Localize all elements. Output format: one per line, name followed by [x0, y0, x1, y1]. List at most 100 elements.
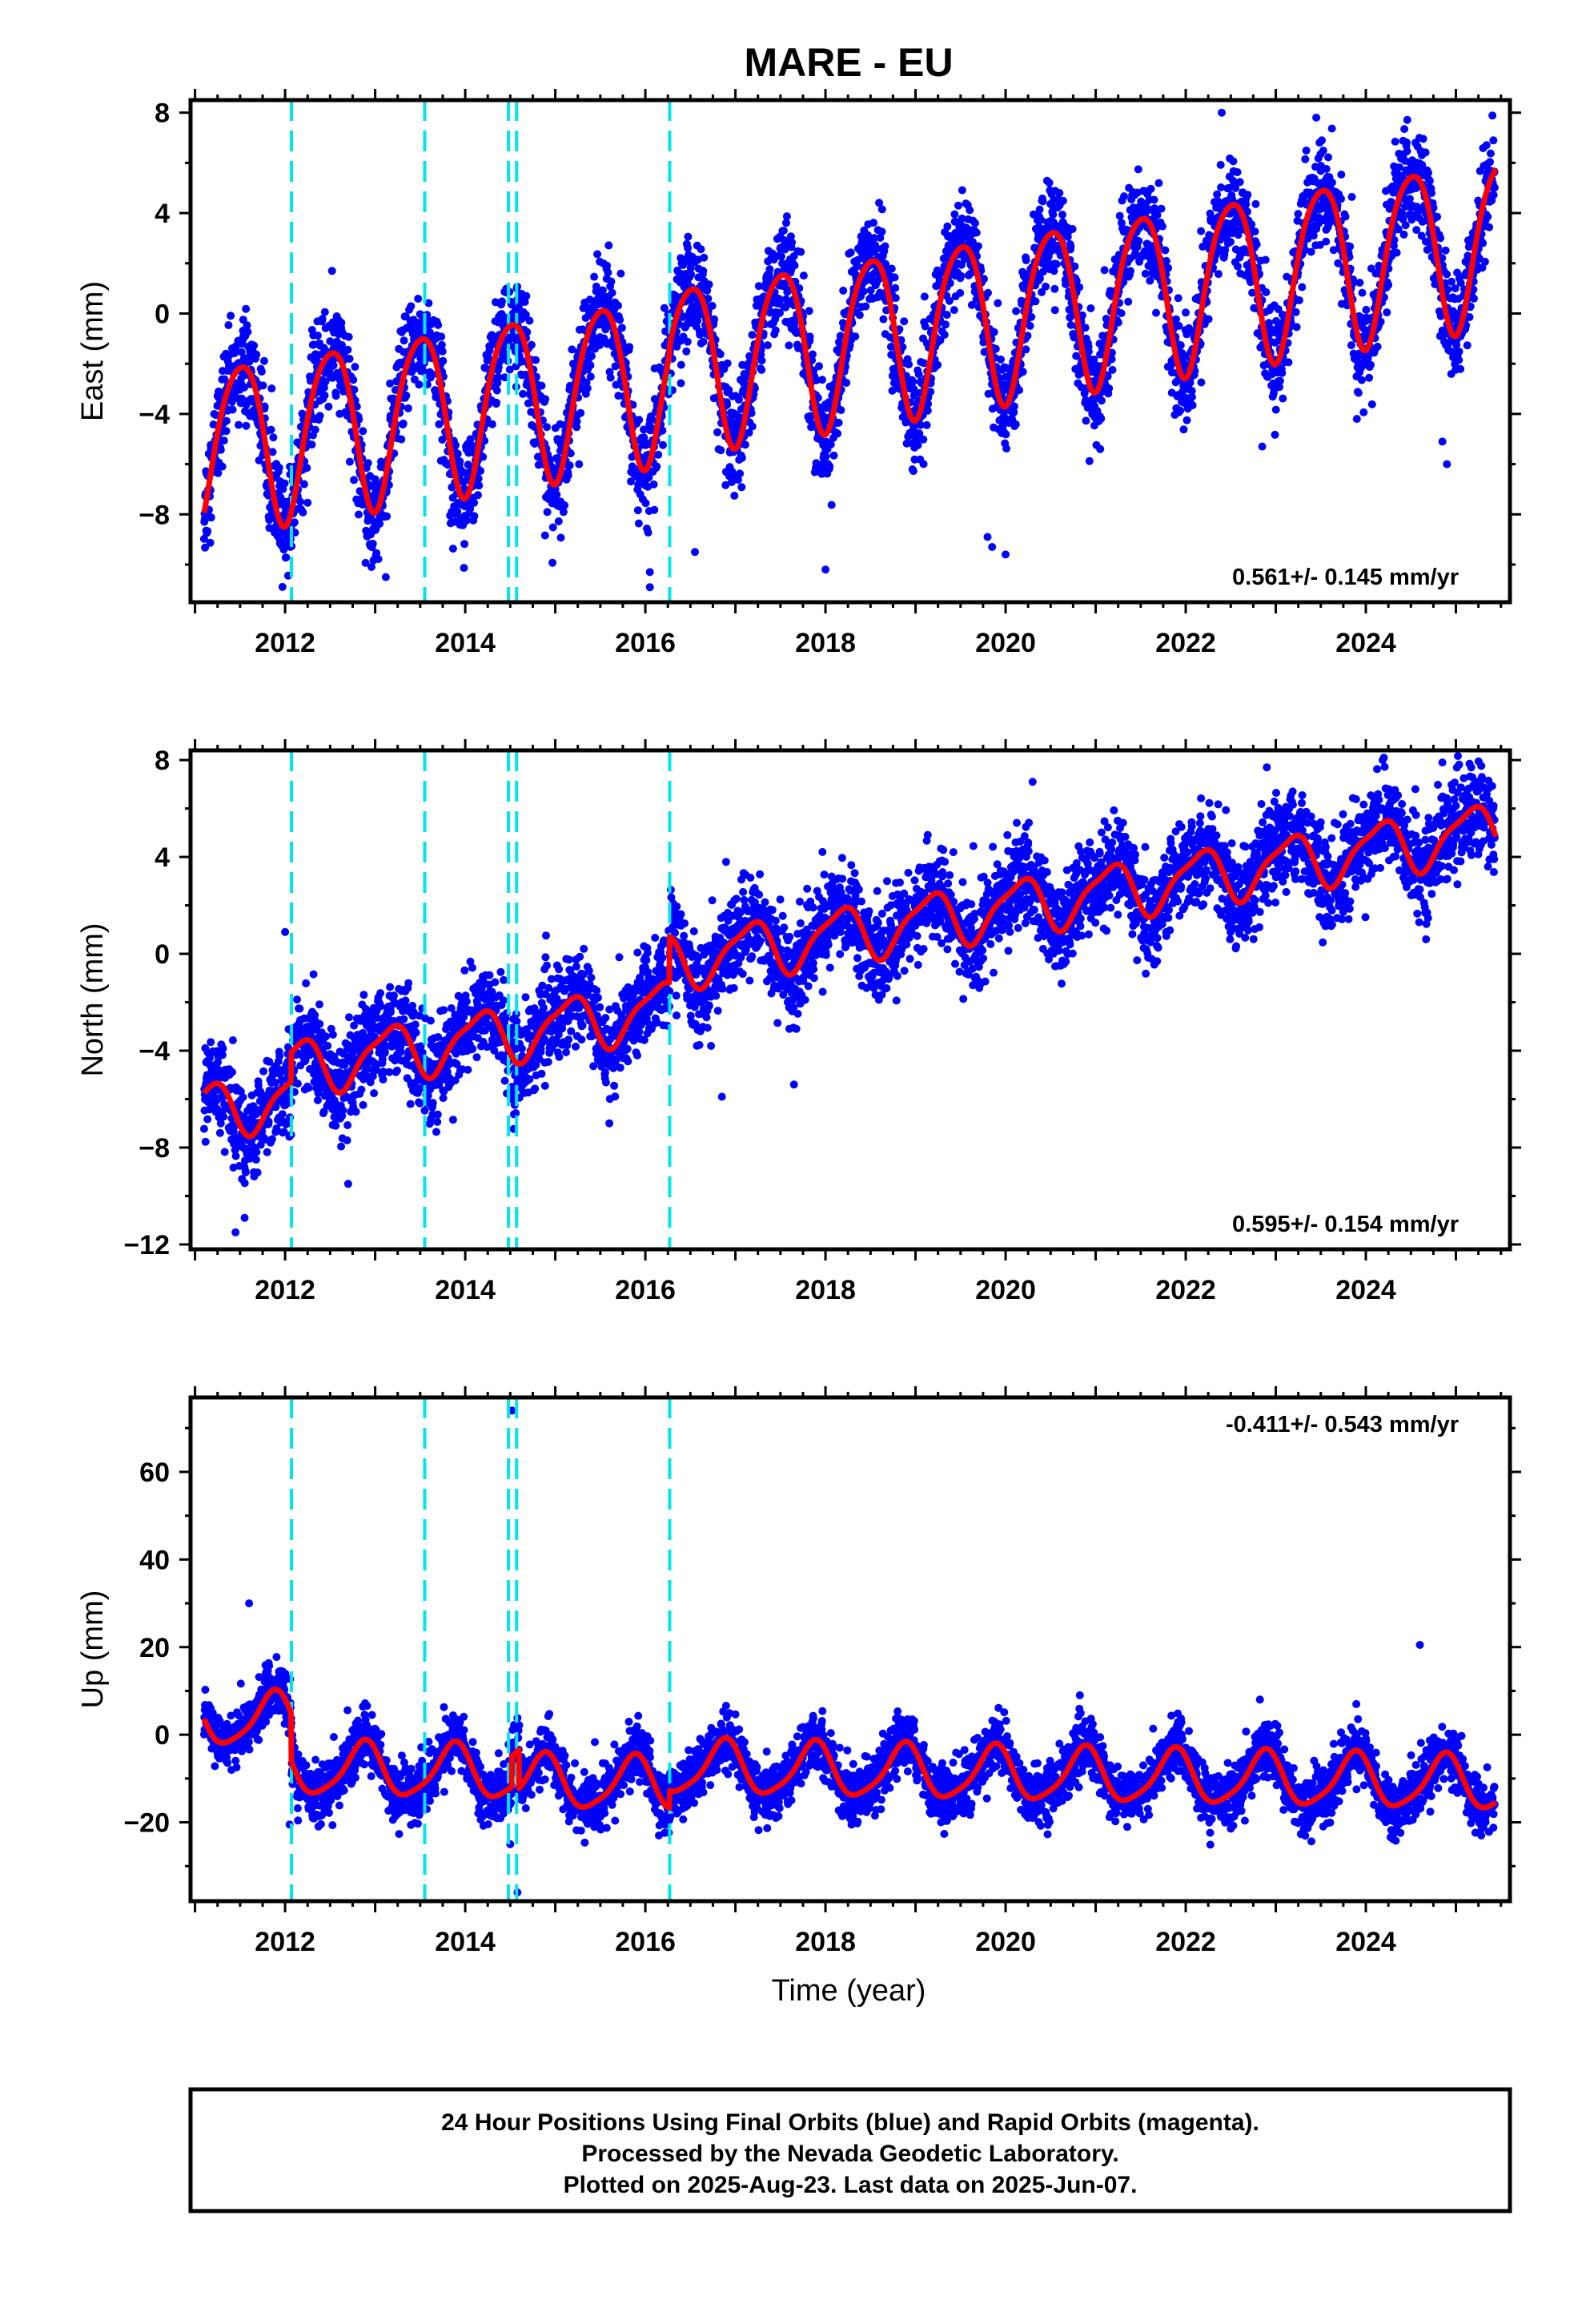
data-point [1179, 425, 1188, 434]
data-point [228, 405, 237, 414]
data-point [1365, 373, 1374, 382]
data-point [771, 326, 780, 335]
data-point [260, 402, 269, 411]
data-point [1489, 136, 1498, 145]
data-point [1049, 211, 1058, 219]
data-point [1174, 294, 1182, 303]
data-point [1227, 238, 1235, 246]
data-point [984, 288, 992, 297]
data-point [1188, 401, 1197, 409]
data-point [1120, 192, 1128, 201]
data-point [237, 348, 246, 356]
data-point [453, 507, 462, 516]
data-point [879, 315, 888, 324]
data-point [252, 350, 261, 359]
data-point [207, 513, 215, 522]
data-point [682, 347, 691, 356]
data-point [940, 331, 949, 339]
data-point [777, 252, 785, 261]
data-point [1433, 212, 1442, 221]
data-point [556, 533, 565, 542]
data-point [851, 332, 860, 341]
data-point [1463, 341, 1472, 350]
outlier-point [1096, 444, 1105, 453]
data-point [687, 270, 696, 279]
outlier-point [1352, 415, 1361, 424]
data-point [265, 524, 274, 533]
data-point [497, 297, 506, 306]
data-point [344, 332, 353, 341]
data-point [541, 395, 550, 404]
data-point [1108, 365, 1117, 374]
data-point [424, 299, 433, 308]
data-point [1058, 196, 1067, 205]
data-point [337, 319, 346, 328]
data-point [1068, 225, 1077, 233]
data-point [1154, 179, 1163, 187]
data-point [1126, 267, 1134, 275]
data-point [1242, 200, 1251, 209]
data-point [1229, 157, 1238, 166]
data-point [797, 247, 805, 256]
data-point [327, 267, 336, 275]
data-point [303, 464, 311, 472]
data-point [649, 480, 658, 489]
data-point [456, 457, 464, 466]
data-point [779, 227, 788, 235]
data-point [543, 508, 552, 517]
data-point [736, 469, 745, 478]
data-point [453, 449, 462, 458]
data-point [590, 272, 599, 281]
data-point [909, 377, 917, 386]
data-point [331, 392, 340, 400]
data-point [1052, 259, 1061, 268]
data-point [216, 445, 225, 454]
data-point [974, 242, 982, 251]
data-point [934, 360, 942, 369]
data-point [891, 283, 900, 292]
data-point [565, 461, 574, 470]
data-point [919, 435, 928, 444]
data-point [1486, 158, 1494, 167]
data-point [414, 295, 423, 303]
data-point [479, 452, 488, 461]
data-point [1161, 246, 1170, 255]
data-point [890, 273, 899, 282]
data-point [1262, 287, 1271, 296]
data-point [734, 396, 743, 404]
data-point [345, 457, 354, 466]
data-point [560, 501, 569, 509]
data-point [881, 242, 889, 251]
data-point [1279, 394, 1287, 403]
data-point [970, 219, 979, 227]
data-point [1455, 348, 1464, 356]
data-point [1164, 263, 1173, 272]
outlier-point [645, 583, 654, 592]
data-point [877, 205, 886, 214]
data-point [1058, 211, 1066, 219]
data-point [209, 420, 218, 429]
x-tick-label: 2016 [615, 628, 676, 658]
east-rate-label: 0.561+/- 0.145 mm/yr [1232, 565, 1459, 590]
data-point [224, 321, 233, 329]
data-point [1403, 147, 1411, 155]
data-point [386, 379, 395, 388]
data-point [659, 440, 667, 449]
data-point [324, 402, 333, 411]
data-point [1302, 147, 1311, 155]
data-point [397, 435, 406, 444]
data-point [1012, 307, 1021, 316]
data-point [368, 540, 377, 548]
outlier-point [371, 475, 379, 484]
data-point [415, 380, 424, 389]
data-point [877, 227, 886, 236]
data-point [1441, 246, 1450, 255]
data-point [833, 429, 842, 438]
data-point [1042, 282, 1050, 291]
data-point [537, 381, 546, 390]
data-point [708, 301, 717, 310]
data-point [1097, 414, 1106, 423]
data-point [492, 386, 501, 395]
data-point [1400, 125, 1409, 134]
data-point [435, 420, 444, 428]
